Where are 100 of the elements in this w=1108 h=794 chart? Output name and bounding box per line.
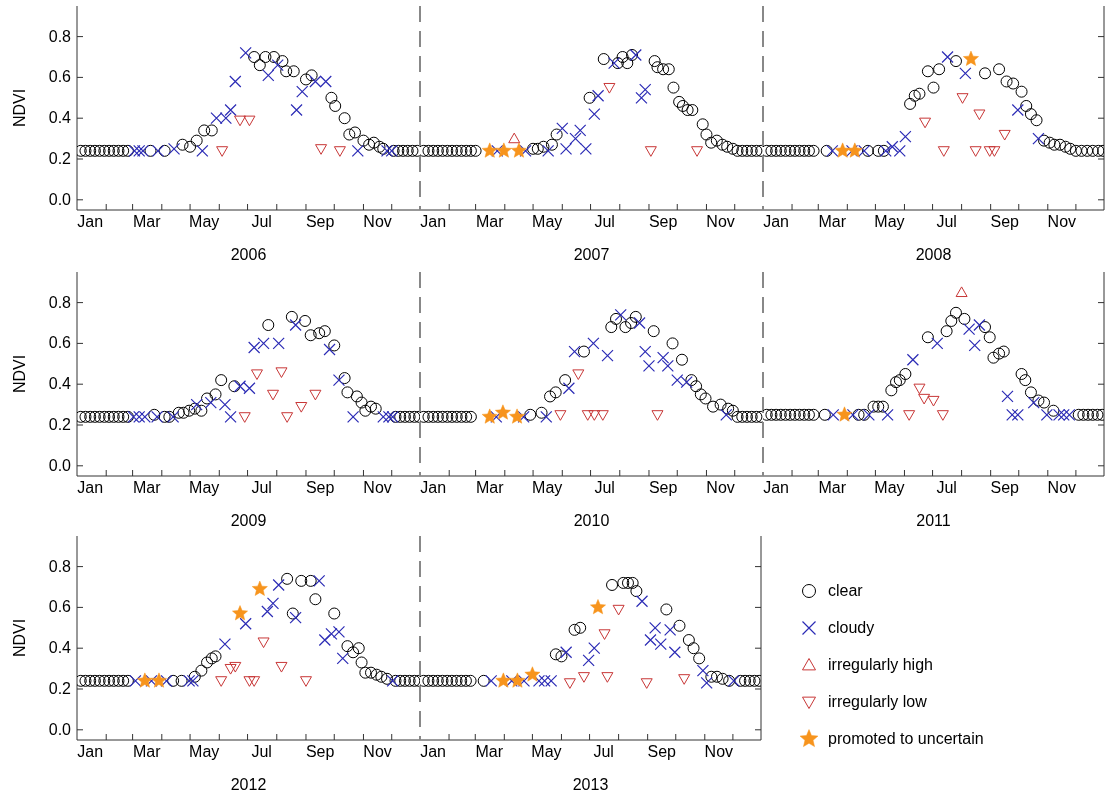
y-tick-label: 0.8 bbox=[48, 27, 72, 45]
point bbox=[881, 408, 894, 421]
point bbox=[88, 674, 101, 687]
point bbox=[660, 603, 673, 616]
x-axis-title: 2009 bbox=[230, 512, 267, 529]
point bbox=[906, 353, 919, 366]
point bbox=[224, 410, 237, 423]
point bbox=[305, 69, 318, 82]
point bbox=[846, 408, 860, 421]
y-tick-label: 0.0 bbox=[48, 190, 72, 208]
point bbox=[158, 144, 171, 157]
point bbox=[151, 144, 165, 157]
point bbox=[112, 410, 125, 423]
point bbox=[1006, 408, 1019, 421]
point bbox=[770, 144, 783, 157]
point bbox=[968, 339, 981, 352]
point bbox=[740, 410, 753, 423]
point bbox=[524, 666, 541, 682]
point bbox=[304, 574, 317, 587]
x-tick-label: Sep bbox=[305, 743, 335, 760]
point bbox=[117, 674, 130, 687]
point bbox=[188, 402, 201, 415]
point bbox=[151, 672, 167, 688]
point bbox=[969, 146, 982, 157]
point bbox=[625, 317, 638, 329]
point bbox=[1086, 408, 1099, 421]
point bbox=[740, 144, 753, 157]
point bbox=[196, 144, 209, 157]
point bbox=[802, 144, 815, 157]
point bbox=[750, 144, 763, 157]
x-axis-title: 2012 bbox=[230, 776, 267, 793]
x-axis-title: 2006 bbox=[230, 246, 267, 263]
point bbox=[280, 65, 293, 78]
point bbox=[1020, 99, 1033, 112]
x-tick-label: Nov bbox=[363, 479, 392, 496]
point bbox=[408, 410, 420, 423]
point bbox=[997, 345, 1010, 358]
point bbox=[299, 73, 312, 86]
point bbox=[908, 89, 921, 102]
point bbox=[1032, 132, 1045, 145]
point bbox=[281, 572, 294, 585]
point bbox=[309, 593, 322, 606]
point bbox=[381, 672, 394, 685]
x-tick-label: Jan bbox=[77, 743, 104, 760]
point bbox=[581, 410, 594, 421]
point bbox=[167, 142, 181, 155]
point bbox=[103, 144, 116, 157]
x-tick-label: Mar bbox=[132, 479, 162, 496]
point bbox=[369, 402, 382, 415]
point bbox=[555, 650, 568, 663]
point bbox=[745, 410, 758, 423]
point bbox=[657, 351, 670, 364]
point bbox=[899, 130, 912, 143]
point bbox=[205, 652, 218, 665]
point bbox=[117, 410, 130, 423]
point bbox=[228, 380, 241, 393]
point bbox=[700, 128, 713, 141]
point bbox=[588, 642, 601, 655]
point bbox=[469, 144, 482, 157]
y-tick-label: 0.2 bbox=[48, 416, 72, 433]
point bbox=[117, 144, 130, 157]
point bbox=[1007, 77, 1020, 90]
x-tick-label: May bbox=[189, 743, 220, 760]
point bbox=[642, 359, 656, 372]
point bbox=[710, 670, 723, 683]
point bbox=[318, 633, 331, 647]
x-tick-label: Jan bbox=[420, 743, 447, 760]
point bbox=[614, 308, 627, 321]
point bbox=[662, 63, 675, 76]
point bbox=[299, 676, 312, 687]
point bbox=[726, 404, 739, 417]
point bbox=[959, 67, 972, 80]
y-axis-title: NDVI bbox=[10, 618, 28, 658]
point bbox=[1092, 144, 1104, 157]
point bbox=[601, 672, 614, 683]
point bbox=[919, 117, 932, 129]
point bbox=[450, 144, 463, 157]
point bbox=[727, 674, 740, 687]
point bbox=[398, 410, 411, 423]
point bbox=[1000, 75, 1013, 88]
point bbox=[84, 410, 97, 423]
point bbox=[509, 672, 526, 688]
point bbox=[560, 646, 573, 659]
point bbox=[736, 410, 749, 423]
point bbox=[365, 666, 377, 679]
point bbox=[401, 144, 414, 157]
point bbox=[1027, 396, 1040, 409]
point bbox=[1043, 136, 1056, 149]
x-tick-label: Sep bbox=[305, 213, 335, 230]
x-tick-label: Jan bbox=[420, 213, 447, 230]
point bbox=[630, 585, 643, 598]
point bbox=[673, 95, 686, 108]
point bbox=[788, 144, 801, 157]
x-tick-label: Nov bbox=[1047, 213, 1077, 230]
point bbox=[377, 142, 390, 155]
point bbox=[325, 91, 338, 104]
point bbox=[675, 353, 688, 366]
point bbox=[807, 408, 820, 421]
point bbox=[397, 144, 410, 157]
point bbox=[629, 310, 642, 323]
